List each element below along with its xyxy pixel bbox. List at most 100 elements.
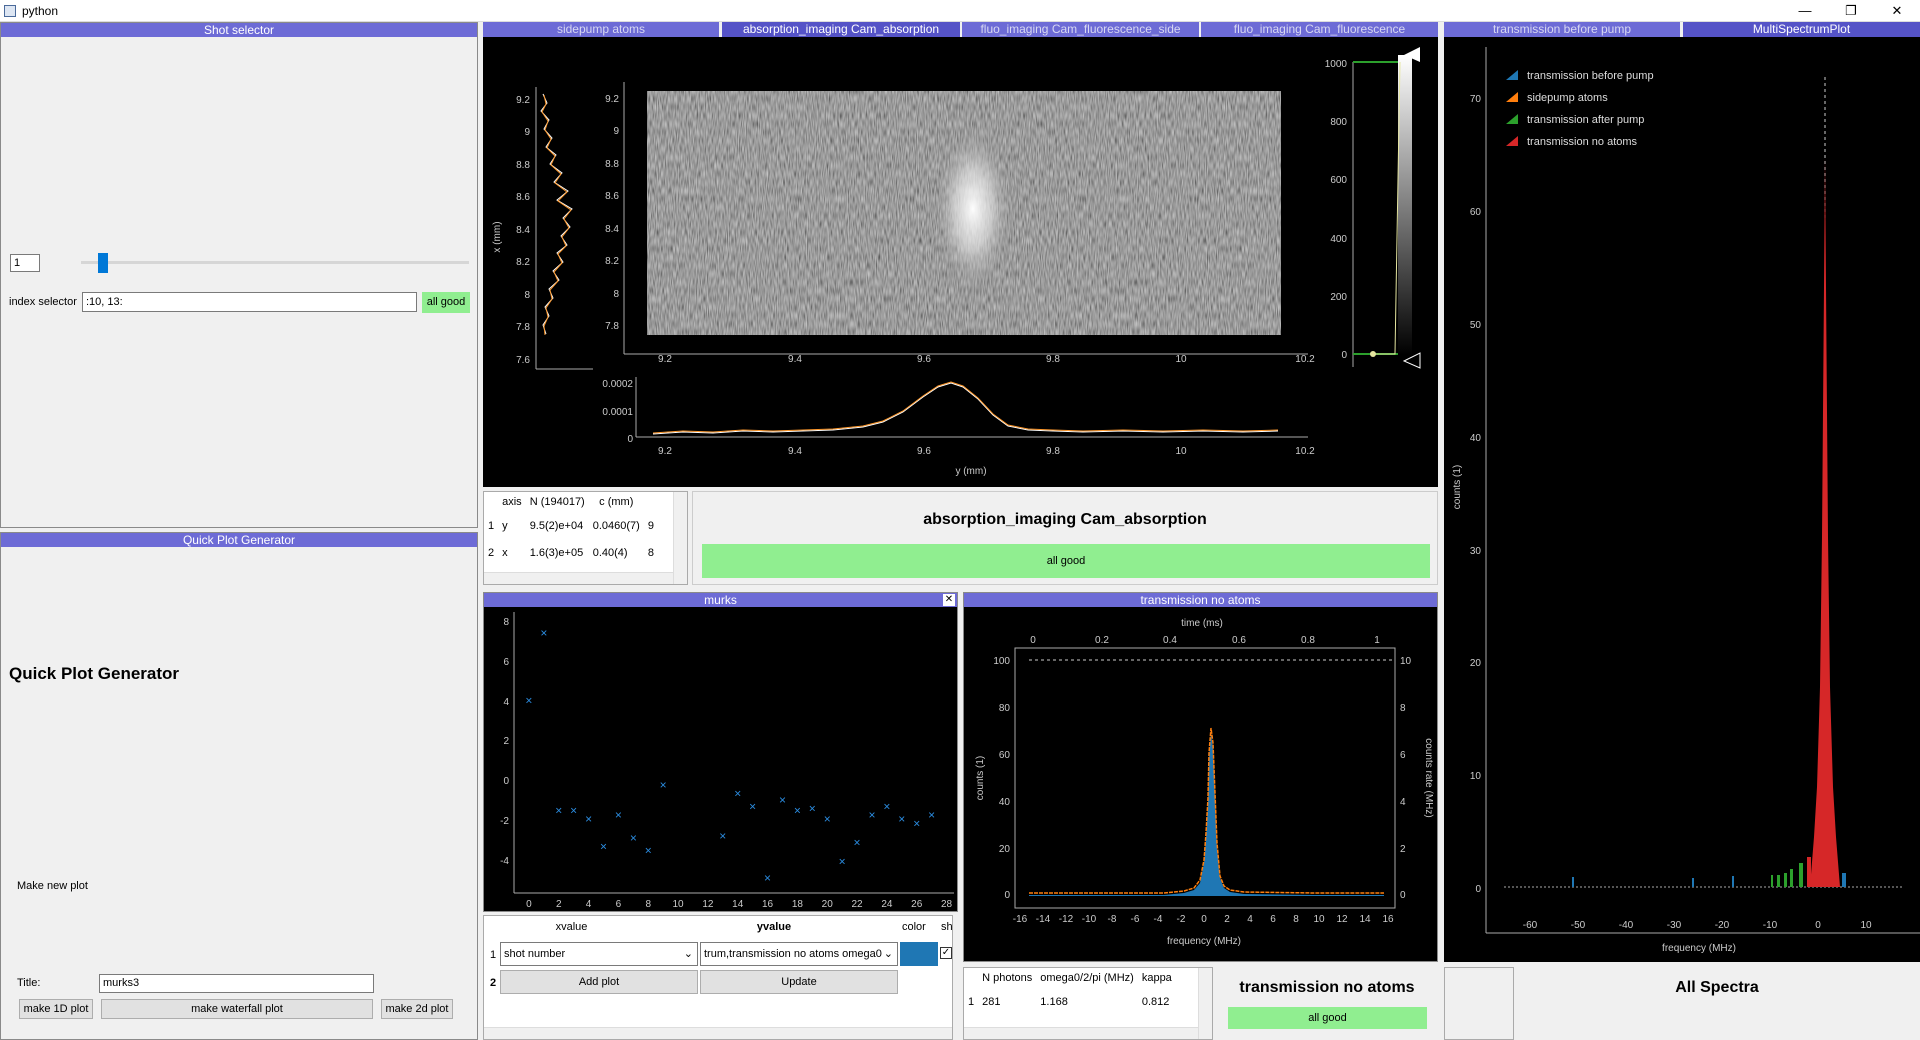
svg-text:9.6: 9.6 <box>917 446 931 457</box>
table-row[interactable]: 1 281 1.168 0.812 <box>968 995 1170 1008</box>
svg-text:8.6: 8.6 <box>605 191 619 202</box>
image-view[interactable]: x (mm) 9.2 9 8.8 8.6 8.4 8.2 8 7.8 7.6 9… <box>483 37 1438 487</box>
transmission-plot[interactable]: time (ms) 0 0.2 0.4 0.6 0.8 1 counts (1)… <box>964 608 1437 960</box>
histogram-ticks: 1000 800 600 400 200 0 <box>1325 59 1348 361</box>
svg-text:2: 2 <box>1224 914 1230 925</box>
index-selector-input[interactable]: :10, 13: <box>82 292 417 312</box>
table-row[interactable]: 1 y 9.5(2)e+04 0.0460(7) 9 <box>488 519 654 532</box>
tab-fluo-side[interactable]: fluo_imaging Cam_fluorescence_side <box>962 22 1199 37</box>
svg-text:1000: 1000 <box>1325 59 1348 70</box>
image-title-panel: absorption_imaging Cam_absorption all go… <box>692 491 1438 585</box>
svg-text:-14: -14 <box>1036 914 1051 925</box>
svg-text:40: 40 <box>1470 433 1482 444</box>
close-window-button[interactable]: ✕ <box>1891 3 1903 18</box>
svg-text:10: 10 <box>1175 446 1187 457</box>
svg-text:-50: -50 <box>1571 920 1586 931</box>
murks-x-tick: 28 <box>941 899 953 910</box>
svg-text:-30: -30 <box>1667 920 1682 931</box>
show-checkbox[interactable]: ✓ <box>940 947 952 959</box>
svg-text:70: 70 <box>1470 94 1482 105</box>
counts-label: counts (1) <box>975 756 986 800</box>
restore-button[interactable]: ❐ <box>1845 3 1857 18</box>
multi-spectrum-plot[interactable]: counts (1) 70 60 50 40 30 20 10 0 -60 -5… <box>1444 37 1920 962</box>
plot-config-table[interactable]: xvalue yvalue color sh 1 shot number ⌄ tr… <box>483 915 953 1040</box>
legend-swatch-2 <box>1506 114 1518 124</box>
tab-absorption-imaging[interactable]: absorption_imaging Cam_absorption <box>722 22 960 37</box>
svg-text:10: 10 <box>1400 656 1412 667</box>
add-plot-button[interactable]: Add plot <box>500 970 698 994</box>
col-xvalue: xvalue <box>555 921 588 933</box>
murks-x-tick: 18 <box>792 899 804 910</box>
svg-text:60: 60 <box>999 750 1011 761</box>
make-waterfall-plot-button[interactable]: make waterfall plot <box>101 999 373 1019</box>
svg-text:0.0002: 0.0002 <box>602 379 633 390</box>
shot-slider-track[interactable] <box>81 261 469 264</box>
fit-table-scrollbar-v[interactable] <box>1198 968 1212 1039</box>
chevron-down-icon: ⌄ <box>883 943 893 965</box>
table-scrollbar-h[interactable] <box>484 572 673 584</box>
table-scrollbar-v[interactable] <box>673 492 687 584</box>
scatter-point: × <box>883 799 890 813</box>
config-scrollbar-h[interactable] <box>484 1027 952 1039</box>
make-1d-plot-button[interactable]: make 1D plot <box>19 999 93 1019</box>
fit-results-table[interactable]: axis N (194017) c (mm) 1 y 9.5(2)e+04 0.0460(… <box>483 491 688 585</box>
shot-slider-handle[interactable] <box>98 253 108 273</box>
svg-text:80: 80 <box>999 703 1011 714</box>
shot-status-badge: all good <box>422 292 470 313</box>
legend-item-2: transmission after pump <box>1527 114 1644 126</box>
svg-text:6: 6 <box>1270 914 1276 925</box>
scatter-point: × <box>809 801 816 815</box>
index-spinbox[interactable]: 1 <box>10 254 40 272</box>
table-row[interactable]: 2 x 1.6(3)e+05 0.40(4) 8 <box>488 546 654 559</box>
col-show: sh <box>941 921 953 933</box>
svg-text:9.4: 9.4 <box>788 446 802 457</box>
svg-text:4: 4 <box>1400 797 1406 808</box>
xvalue-select[interactable]: shot number ⌄ <box>500 942 698 966</box>
svg-text:400: 400 <box>1330 234 1347 245</box>
lut-min-handle[interactable] <box>1402 352 1421 369</box>
svg-text:-20: -20 <box>1715 920 1730 931</box>
image-title: absorption_imaging Cam_absorption <box>923 511 1207 528</box>
yvalue-select[interactable]: trum,transmission no atoms omega0 ⌄ <box>700 942 898 966</box>
lut-gradient[interactable] <box>1398 55 1412 355</box>
multi-info-box <box>1444 967 1514 1040</box>
transmission-fit-table[interactable]: N photons omega0/2/pi (MHz) kappa 1 281 1.16… <box>963 967 1213 1040</box>
minimize-button[interactable]: — <box>1798 3 1812 18</box>
histogram-lut[interactable]: 1000 800 600 400 200 0 <box>1325 47 1421 369</box>
svg-text:9.6: 9.6 <box>917 354 931 365</box>
make-2d-plot-button[interactable]: make 2d plot <box>381 999 453 1019</box>
svg-text:8: 8 <box>503 617 509 628</box>
transmission-title-panel: transmission no atoms all good <box>1216 967 1438 1040</box>
scatter-point: × <box>928 808 935 822</box>
col-omega0: omega0/2/pi (MHz) <box>1040 972 1134 984</box>
fit-table-scrollbar-h[interactable] <box>964 1027 1198 1039</box>
murks-close-button[interactable]: ✕ <box>943 594 955 606</box>
svg-text:9.2: 9.2 <box>605 94 619 105</box>
scatter-point: × <box>540 626 547 640</box>
svg-text:9.2: 9.2 <box>516 95 530 106</box>
murks-scatter-plot[interactable]: 8 6 4 2 0 -2 -4 0 2 4 6 8 10 12 14 16 18 20 22 24 26 2… <box>484 608 957 912</box>
color-swatch[interactable] <box>900 942 938 966</box>
tab-fluo[interactable]: fluo_imaging Cam_fluorescence <box>1201 22 1438 37</box>
col-kappa: kappa <box>1141 972 1172 984</box>
svg-text:0: 0 <box>1475 884 1481 895</box>
svg-text:10.2: 10.2 <box>1295 354 1315 365</box>
plot-title-input[interactable]: murks3 <box>99 974 374 993</box>
legend-item-3: transmission no atoms <box>1527 136 1638 148</box>
murks-dock: murks ✕ 8 6 4 2 0 -2 -4 0 2 4 6 8 10 12 14 16 18 2… <box>483 592 958 912</box>
image-y-ticks: 9.2 9 8.8 8.6 8.4 8.2 8 7.8 <box>605 94 619 332</box>
update-button[interactable]: Update <box>700 970 898 994</box>
svg-text:0: 0 <box>503 776 509 787</box>
transmission-header: transmission no atoms <box>964 593 1437 607</box>
lut-max-handle[interactable] <box>1404 47 1420 62</box>
scatter-point: × <box>630 831 637 845</box>
quick-plot-dock: Quick Plot Generator Quick Plot Generato… <box>0 532 478 1040</box>
scatter-point: × <box>555 804 562 818</box>
counts-ticks: 100 80 60 40 20 0 <box>993 656 1010 901</box>
tab-multispectrumplot[interactable]: MultiSpectrumPlot <box>1683 22 1920 37</box>
svg-text:-10: -10 <box>1763 920 1778 931</box>
tab-sidepump-atoms[interactable]: sidepump atoms <box>483 22 719 37</box>
tab-transmission-before-pump[interactable]: transmission before pump <box>1444 22 1680 37</box>
svg-text:8.2: 8.2 <box>516 257 530 268</box>
svg-text:9.8: 9.8 <box>1046 354 1060 365</box>
